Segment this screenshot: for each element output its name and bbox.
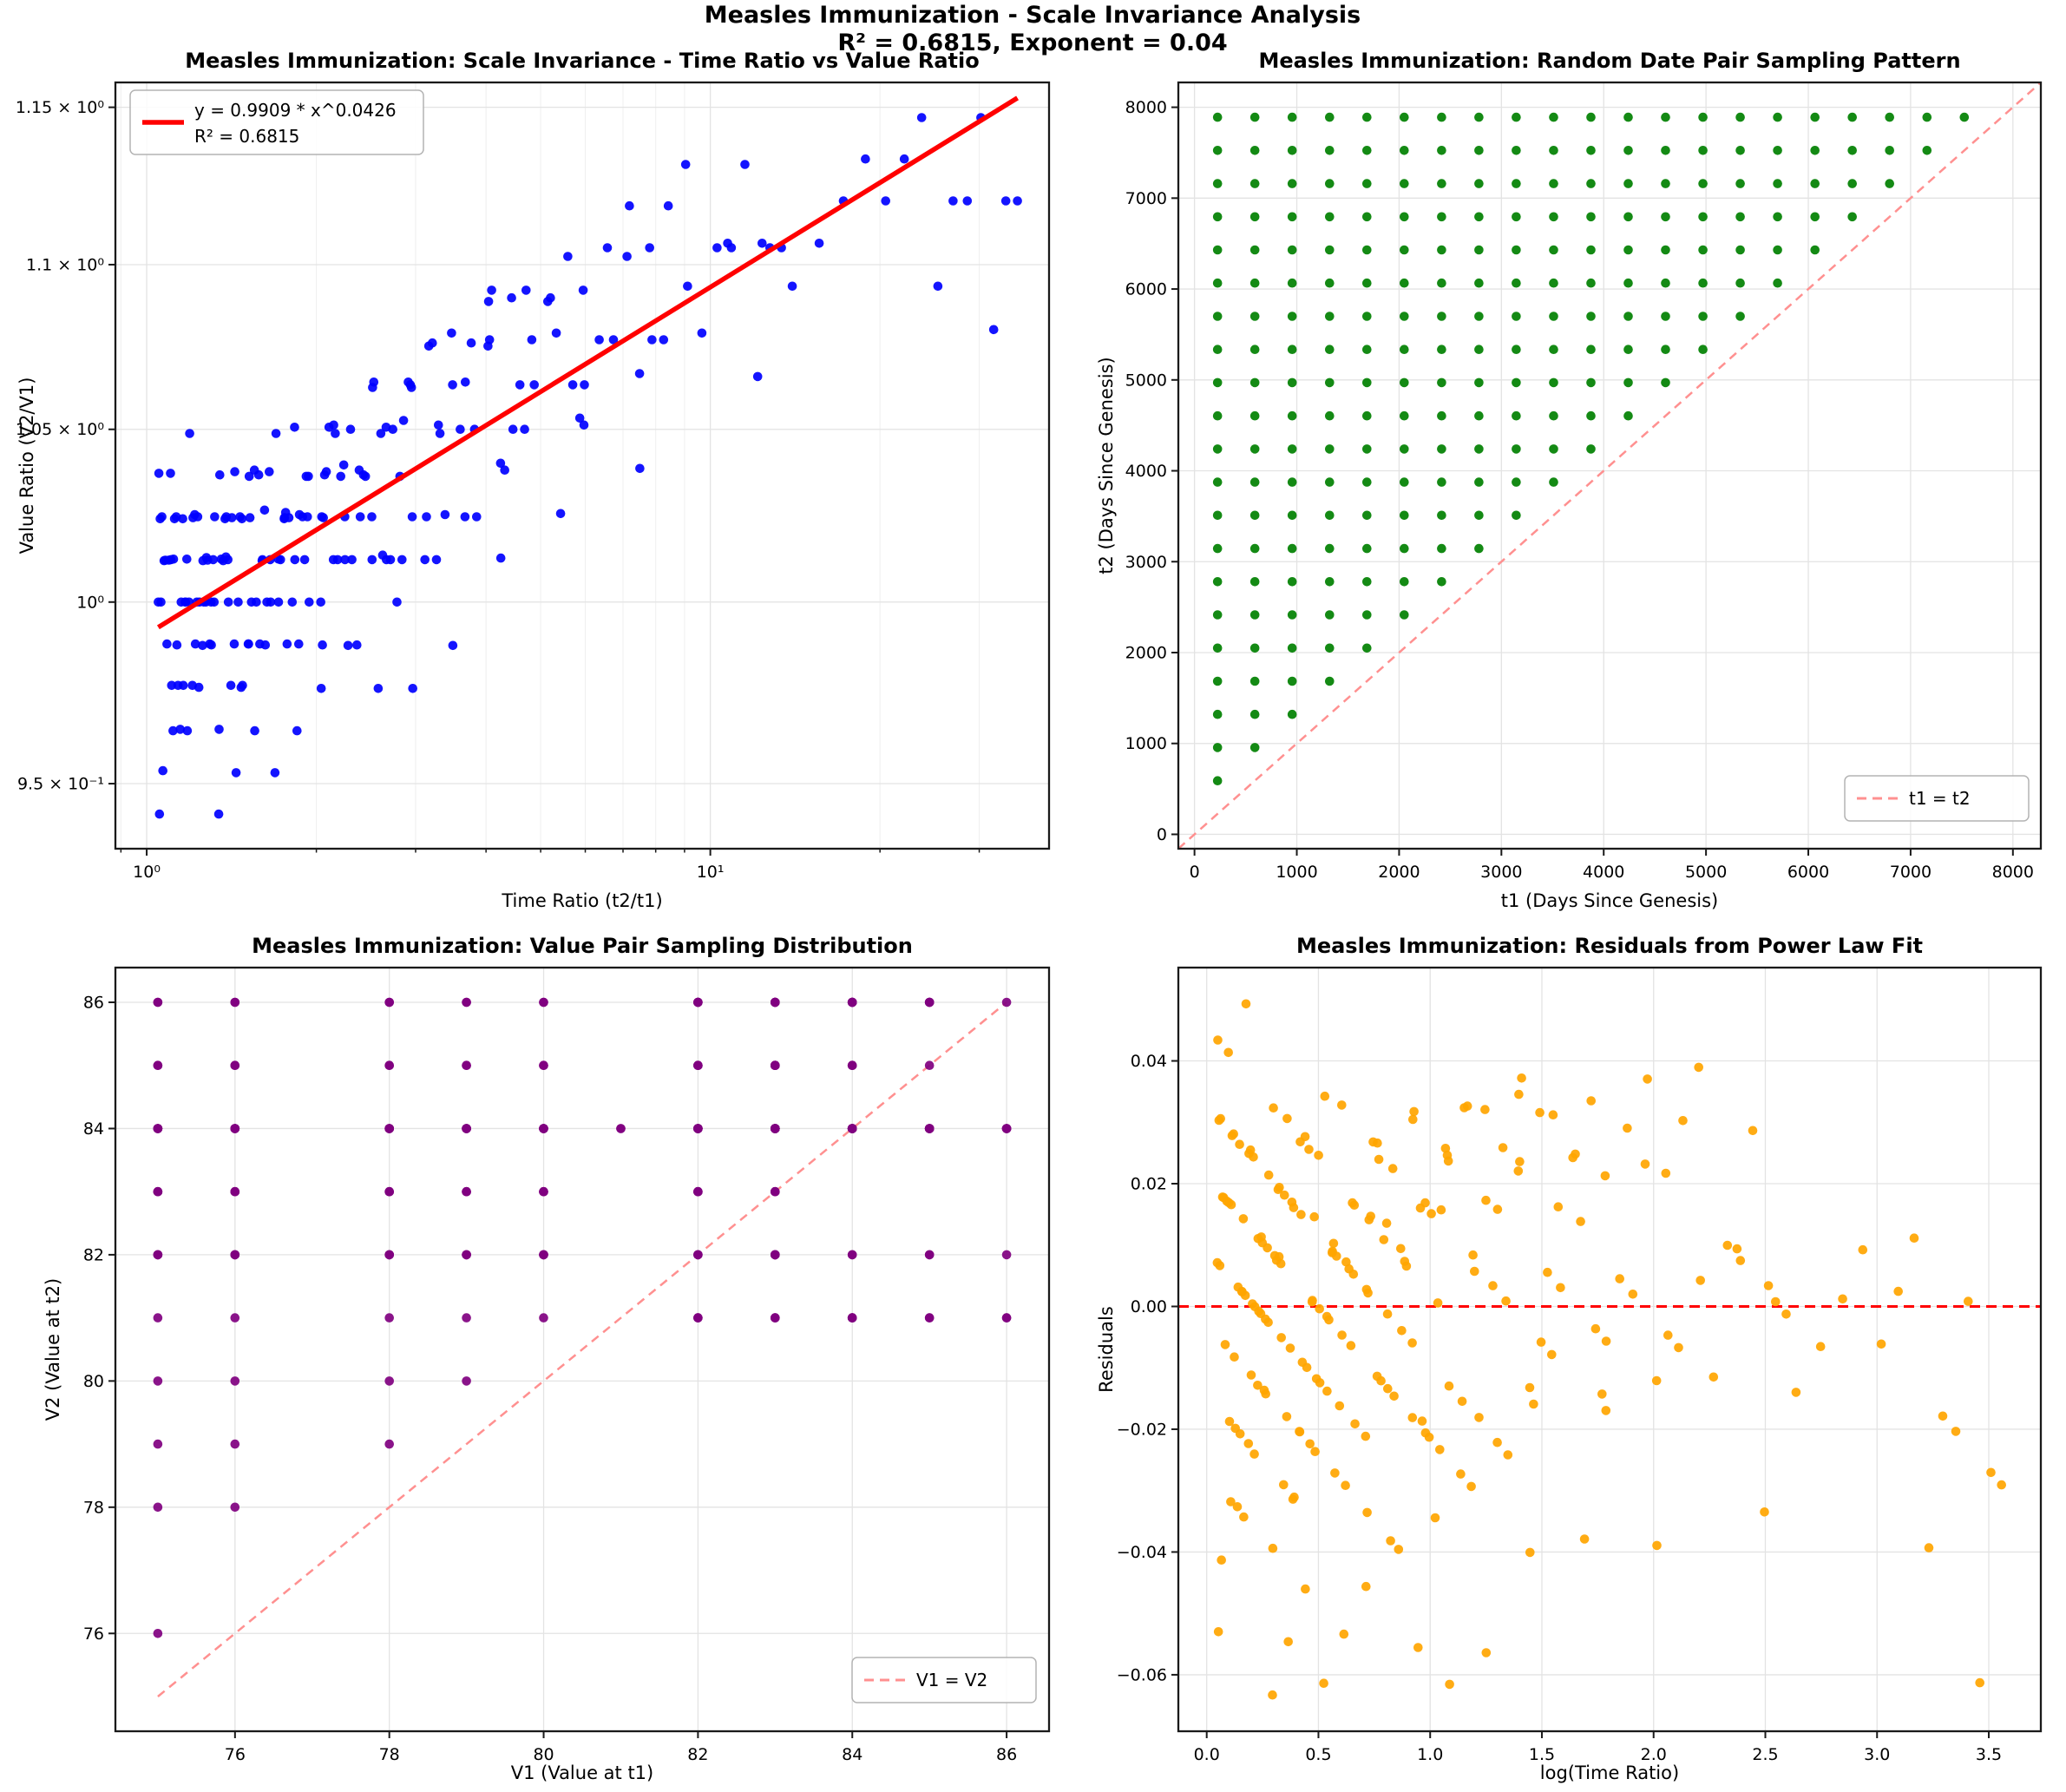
reference-line <box>157 1001 1007 1697</box>
y-tick-label: 1.05 × 10⁰ <box>16 420 104 439</box>
legend: t1 = t2 <box>1844 775 2030 822</box>
y-tick-label: 10⁰ <box>76 593 104 612</box>
chart-title: Measles Immunization: Residuals from Pow… <box>1296 934 1923 958</box>
tick-labels: 10⁰ 10¹ 9.5 × 10⁻¹ 10⁰ 1.05 × 10⁰ 1.1 × 10⁰ 1.… <box>16 98 981 882</box>
x-tick-label: 8000 <box>1992 863 2034 882</box>
x-tick-label: 3.5 <box>1976 1745 2002 1764</box>
x-tick-label: 2.5 <box>1752 1745 1778 1764</box>
x-tick-label: 7000 <box>1890 863 1932 882</box>
x-tick-label: 86 <box>996 1745 1017 1764</box>
y-tick-label: 0 <box>1157 825 1167 844</box>
x-tick-label: 10⁰ <box>133 863 161 882</box>
y-tick-label: −0.02 <box>1117 1420 1167 1439</box>
x-tick-label: 4000 <box>1583 863 1624 882</box>
x-tick-label: 2000 <box>1378 863 1420 882</box>
y-axis-label: Residuals <box>1096 1306 1117 1393</box>
y-tick-label: −0.06 <box>1117 1665 1167 1684</box>
x-tick-label: 84 <box>842 1745 862 1764</box>
y-tick-label: −0.04 <box>1117 1543 1167 1562</box>
x-axis-label: V1 (Value at t1) <box>511 1762 654 1783</box>
axes-spines <box>114 81 1051 850</box>
x-axis-label: Time Ratio (t2/t1) <box>501 890 662 911</box>
x-tick-label: 80 <box>533 1745 554 1764</box>
data-points <box>1212 999 2006 1700</box>
axes-spines <box>1177 966 2043 1733</box>
axes-spines <box>114 966 1051 1733</box>
chart-scale-invariance: 10⁰ 10¹ 9.5 × 10⁻¹ 10⁰ 1.05 × 10⁰ 1.1 × 10⁰ 1.… <box>16 49 1051 911</box>
y-tick-label: 1.1 × 10⁰ <box>26 255 104 274</box>
x-tick-label: 1.0 <box>1417 1745 1443 1764</box>
data-points <box>1212 112 1970 785</box>
y-axis-label: Value Ratio (V2/V1) <box>16 377 37 555</box>
fit-line <box>156 95 1020 630</box>
y-tick-label: 2000 <box>1125 643 1167 662</box>
x-tick-label: 0.5 <box>1305 1745 1331 1764</box>
y-tick-label: 80 <box>83 1372 104 1391</box>
suptitle-line2: R² = 0.6815, Exponent = 0.04 <box>837 30 1227 56</box>
data-points <box>154 113 1022 819</box>
plot-area <box>1178 968 2041 1731</box>
grid-lines <box>115 968 1049 1731</box>
legend: V1 = V2 <box>851 1657 1037 1703</box>
x-axis-label: log(Time Ratio) <box>1540 1762 1679 1783</box>
y-axis-label: t2 (Days Since Genesis) <box>1096 357 1117 574</box>
legend: y = 0.9909 * x^0.0426 R² = 0.6815 <box>129 89 424 155</box>
x-tick-label: 78 <box>379 1745 400 1764</box>
reference-line <box>1177 82 2042 850</box>
legend-label: y = 0.9909 * x^0.0426 <box>194 100 397 121</box>
x-tick-label: 3.0 <box>1864 1745 1890 1764</box>
y-tick-label: 78 <box>83 1498 104 1517</box>
chart-value-pair-sampling: 76 78 80 82 84 86 76 78 80 82 84 86 Measles Immuniza… <box>43 934 1051 1783</box>
grid-lines <box>1178 82 2041 849</box>
x-tick-label: 1000 <box>1276 863 1317 882</box>
suptitle-line1: Measles Immunization - Scale Invariance … <box>705 2 1361 29</box>
legend-label: V1 = V2 <box>916 1670 987 1690</box>
y-tick-label: 7000 <box>1125 189 1167 208</box>
y-tick-label: 1000 <box>1125 734 1167 753</box>
y-tick-label: 0.04 <box>1131 1052 1167 1071</box>
y-tick-label: 9.5 × 10⁻¹ <box>17 775 104 794</box>
x-tick-label: 1.5 <box>1529 1745 1555 1764</box>
chart-title: Measles Immunization: Scale Invariance -… <box>185 49 979 73</box>
y-tick-label: 84 <box>83 1119 104 1139</box>
tick-labels: 0 1000 2000 3000 4000 5000 6000 7000 8000 0 1000 20… <box>1125 98 2034 882</box>
tick-labels: 76 78 80 82 84 86 76 78 80 82 84 86 <box>83 994 1017 1765</box>
x-tick-label: 0 <box>1190 863 1200 882</box>
legend-label: R² = 0.6815 <box>194 126 299 147</box>
x-tick-label: 82 <box>687 1745 708 1764</box>
chart-title: Measles Immunization: Value Pair Samplin… <box>252 934 913 958</box>
y-tick-label: 6000 <box>1125 280 1167 299</box>
data-points <box>153 997 1012 1638</box>
y-axis-label: V2 (Value at t2) <box>43 1278 63 1421</box>
y-tick-label: 76 <box>83 1625 104 1644</box>
x-tick-label: 3000 <box>1480 863 1522 882</box>
x-tick-label: 6000 <box>1787 863 1829 882</box>
y-tick-label: 82 <box>83 1245 104 1264</box>
legend-label: t1 = t2 <box>1909 788 1971 809</box>
y-tick-label: 4000 <box>1125 462 1167 481</box>
y-tick-label: 0.02 <box>1131 1175 1167 1194</box>
x-axis-label: t1 (Days Since Genesis) <box>1501 890 1719 911</box>
x-tick-label: 2.0 <box>1641 1745 1667 1764</box>
x-tick-label: 0.0 <box>1194 1745 1220 1764</box>
chart-residuals: 0.0 0.5 1.0 1.5 2.0 2.5 3.0 3.5 −0.06 −0.04 −0.02 0… <box>1096 934 2043 1783</box>
x-tick-label: 76 <box>225 1745 246 1764</box>
chart-date-pair-sampling: 0 1000 2000 3000 4000 5000 6000 7000 8000 0 1000 20… <box>1096 49 2043 911</box>
y-tick-label: 3000 <box>1125 553 1167 572</box>
plot-area <box>115 82 1049 849</box>
y-tick-label: 86 <box>83 994 104 1013</box>
tick-labels: 0.0 0.5 1.0 1.5 2.0 2.5 3.0 3.5 −0.06 −0.04 −0.02 0… <box>1117 1052 2002 1764</box>
chart-title: Measles Immunization: Random Date Pair S… <box>1258 49 1960 73</box>
x-tick-label: 5000 <box>1685 863 1727 882</box>
y-tick-label: 8000 <box>1125 98 1167 117</box>
y-tick-label: 5000 <box>1125 371 1167 390</box>
y-tick-label: 0.00 <box>1131 1297 1167 1316</box>
y-tick-label: 1.15 × 10⁰ <box>16 98 104 117</box>
axes-spines <box>1177 81 2043 850</box>
x-tick-label: 10¹ <box>697 863 725 882</box>
